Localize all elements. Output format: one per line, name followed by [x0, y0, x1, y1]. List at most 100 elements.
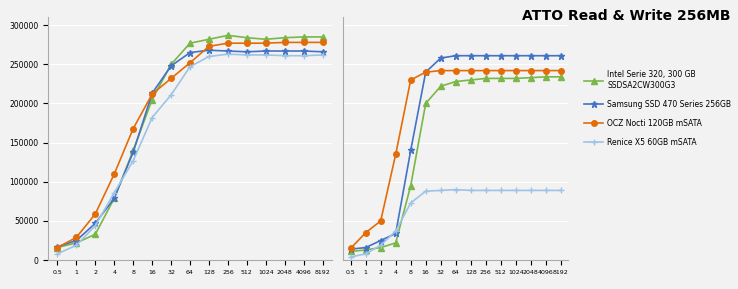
Samsung SSD 470 Series 256GB: [451, 54, 461, 58]
Intel Serie 320, 300 GB
SSDSA2CW300G3: [167, 63, 176, 66]
Renice X5 60GB mSATA: [148, 116, 156, 119]
Samsung SSD 470 Series 256GB: [167, 64, 176, 68]
Samsung SSD 470 Series 256GB: [361, 246, 370, 249]
Renice X5 60GB mSATA: [280, 54, 289, 58]
Samsung SSD 470 Series 256GB: [186, 51, 195, 54]
OCZ Nocti 120GB mSATA: [391, 153, 400, 156]
OCZ Nocti 120GB mSATA: [511, 69, 520, 72]
Line: OCZ Nocti 120GB mSATA: OCZ Nocti 120GB mSATA: [55, 40, 325, 250]
Samsung SSD 470 Series 256GB: [261, 49, 270, 53]
Samsung SSD 470 Series 256GB: [204, 49, 213, 52]
Samsung SSD 470 Series 256GB: [242, 50, 251, 53]
Intel Serie 320, 300 GB
SSDSA2CW300G3: [280, 36, 289, 39]
Intel Serie 320, 300 GB
SSDSA2CW300G3: [204, 38, 213, 41]
Intel Serie 320, 300 GB
SSDSA2CW300G3: [361, 248, 370, 252]
Line: Renice X5 60GB mSATA: Renice X5 60GB mSATA: [54, 51, 326, 257]
Intel Serie 320, 300 GB
SSDSA2CW300G3: [511, 77, 520, 80]
OCZ Nocti 120GB mSATA: [466, 69, 475, 72]
OCZ Nocti 120GB mSATA: [148, 92, 156, 96]
Line: Renice X5 60GB mSATA: Renice X5 60GB mSATA: [347, 186, 565, 260]
Renice X5 60GB mSATA: [91, 224, 100, 227]
Intel Serie 320, 300 GB
SSDSA2CW300G3: [242, 36, 251, 39]
Samsung SSD 470 Series 256GB: [481, 54, 490, 58]
Renice X5 60GB mSATA: [376, 244, 385, 247]
Intel Serie 320, 300 GB
SSDSA2CW300G3: [186, 41, 195, 45]
Intel Serie 320, 300 GB
SSDSA2CW300G3: [224, 34, 232, 37]
OCZ Nocti 120GB mSATA: [53, 246, 62, 249]
Renice X5 60GB mSATA: [406, 201, 415, 205]
Intel Serie 320, 300 GB
SSDSA2CW300G3: [110, 197, 119, 200]
Renice X5 60GB mSATA: [242, 53, 251, 57]
Samsung SSD 470 Series 256GB: [148, 92, 156, 95]
Renice X5 60GB mSATA: [318, 53, 327, 57]
OCZ Nocti 120GB mSATA: [406, 78, 415, 82]
Renice X5 60GB mSATA: [511, 189, 520, 192]
Samsung SSD 470 Series 256GB: [53, 245, 62, 249]
Line: Intel Serie 320, 300 GB
SSDSA2CW300G3: Intel Serie 320, 300 GB SSDSA2CW300G3: [348, 74, 564, 254]
Renice X5 60GB mSATA: [526, 189, 535, 192]
Renice X5 60GB mSATA: [541, 189, 550, 192]
OCZ Nocti 120GB mSATA: [167, 77, 176, 80]
Samsung SSD 470 Series 256GB: [511, 54, 520, 58]
Intel Serie 320, 300 GB
SSDSA2CW300G3: [300, 35, 308, 39]
Intel Serie 320, 300 GB
SSDSA2CW300G3: [526, 76, 535, 79]
Samsung SSD 470 Series 256GB: [376, 239, 385, 242]
OCZ Nocti 120GB mSATA: [261, 41, 270, 45]
Renice X5 60GB mSATA: [481, 189, 490, 192]
OCZ Nocti 120GB mSATA: [556, 69, 565, 72]
OCZ Nocti 120GB mSATA: [72, 236, 81, 239]
Renice X5 60GB mSATA: [391, 229, 400, 233]
Samsung SSD 470 Series 256GB: [541, 54, 550, 58]
OCZ Nocti 120GB mSATA: [128, 127, 137, 130]
Samsung SSD 470 Series 256GB: [91, 222, 100, 225]
Intel Serie 320, 300 GB
SSDSA2CW300G3: [466, 78, 475, 82]
Renice X5 60GB mSATA: [466, 189, 475, 192]
Intel Serie 320, 300 GB
SSDSA2CW300G3: [556, 75, 565, 79]
OCZ Nocti 120GB mSATA: [481, 69, 490, 72]
Samsung SSD 470 Series 256GB: [72, 239, 81, 242]
OCZ Nocti 120GB mSATA: [204, 45, 213, 48]
Intel Serie 320, 300 GB
SSDSA2CW300G3: [128, 149, 137, 152]
Samsung SSD 470 Series 256GB: [466, 54, 475, 58]
Line: Intel Serie 320, 300 GB
SSDSA2CW300G3: Intel Serie 320, 300 GB SSDSA2CW300G3: [55, 33, 325, 250]
Samsung SSD 470 Series 256GB: [128, 150, 137, 154]
Renice X5 60GB mSATA: [53, 252, 62, 255]
OCZ Nocti 120GB mSATA: [451, 69, 461, 72]
Samsung SSD 470 Series 256GB: [526, 54, 535, 58]
Intel Serie 320, 300 GB
SSDSA2CW300G3: [376, 246, 385, 249]
Renice X5 60GB mSATA: [72, 244, 81, 247]
OCZ Nocti 120GB mSATA: [91, 212, 100, 216]
Samsung SSD 470 Series 256GB: [556, 54, 565, 58]
Intel Serie 320, 300 GB
SSDSA2CW300G3: [421, 102, 430, 105]
Intel Serie 320, 300 GB
SSDSA2CW300G3: [148, 98, 156, 101]
OCZ Nocti 120GB mSATA: [110, 172, 119, 176]
OCZ Nocti 120GB mSATA: [496, 69, 505, 72]
Renice X5 60GB mSATA: [451, 188, 461, 191]
Intel Serie 320, 300 GB
SSDSA2CW300G3: [451, 80, 461, 83]
Samsung SSD 470 Series 256GB: [436, 56, 445, 60]
OCZ Nocti 120GB mSATA: [541, 69, 550, 72]
Intel Serie 320, 300 GB
SSDSA2CW300G3: [541, 75, 550, 79]
Intel Serie 320, 300 GB
SSDSA2CW300G3: [72, 241, 81, 244]
Samsung SSD 470 Series 256GB: [280, 49, 289, 53]
Renice X5 60GB mSATA: [556, 189, 565, 192]
Renice X5 60GB mSATA: [167, 93, 176, 97]
OCZ Nocti 120GB mSATA: [421, 71, 430, 74]
Intel Serie 320, 300 GB
SSDSA2CW300G3: [391, 241, 400, 244]
Samsung SSD 470 Series 256GB: [110, 197, 119, 200]
OCZ Nocti 120GB mSATA: [318, 41, 327, 44]
Renice X5 60GB mSATA: [110, 191, 119, 194]
Text: ATTO Read & Write 256MB: ATTO Read & Write 256MB: [522, 9, 731, 23]
Renice X5 60GB mSATA: [361, 252, 370, 255]
Renice X5 60GB mSATA: [128, 159, 137, 162]
Renice X5 60GB mSATA: [186, 65, 195, 68]
OCZ Nocti 120GB mSATA: [300, 41, 308, 44]
Intel Serie 320, 300 GB
SSDSA2CW300G3: [481, 77, 490, 80]
Intel Serie 320, 300 GB
SSDSA2CW300G3: [91, 233, 100, 236]
Renice X5 60GB mSATA: [421, 190, 430, 193]
OCZ Nocti 120GB mSATA: [186, 61, 195, 64]
OCZ Nocti 120GB mSATA: [436, 69, 445, 72]
Samsung SSD 470 Series 256GB: [300, 49, 308, 53]
Samsung SSD 470 Series 256GB: [391, 232, 400, 235]
Samsung SSD 470 Series 256GB: [318, 50, 327, 53]
